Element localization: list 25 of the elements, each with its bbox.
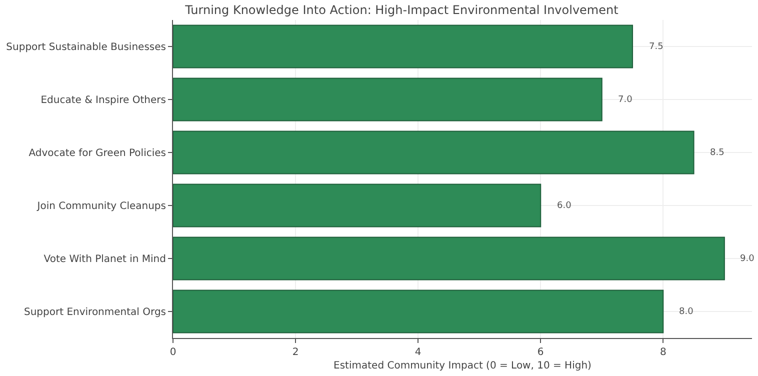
y-tick-label: Educate & Inspire Others: [40, 95, 166, 106]
bar: [173, 24, 634, 68]
x-tick-label: 4: [414, 347, 422, 358]
data-label: 8.0: [679, 307, 694, 317]
data-label: 9.0: [740, 254, 755, 264]
x-tick-label: 8: [660, 347, 666, 358]
bar: [173, 184, 542, 228]
x-tick-label: 2: [292, 347, 299, 358]
x-tick-label: 0: [170, 347, 176, 358]
data-label: 8.5: [710, 148, 724, 158]
y-tick-label: Join Community Cleanups: [36, 201, 166, 212]
data-label: 7.0: [618, 95, 633, 105]
y-tick-label: Support Sustainable Businesses: [6, 42, 166, 53]
bar: [173, 290, 664, 334]
data-label: 6.0: [557, 201, 572, 211]
y-tick-label: Vote With Planet in Mind: [44, 254, 166, 265]
chart-title: Turning Knowledge Into Action: High-Impact Environmental Involvement: [184, 3, 619, 18]
data-label: 7.5: [649, 42, 664, 52]
bar: [173, 236, 725, 280]
bar: [173, 78, 602, 122]
y-tick-label: Advocate for Green Policies: [28, 148, 166, 159]
x-tick-label: 6: [537, 347, 544, 358]
x-axis-title: Estimated Community Impact (0 = Low, 10 = High): [334, 360, 592, 372]
y-tick-label: Support Environmental Orgs: [24, 307, 166, 318]
bar: [173, 130, 694, 174]
